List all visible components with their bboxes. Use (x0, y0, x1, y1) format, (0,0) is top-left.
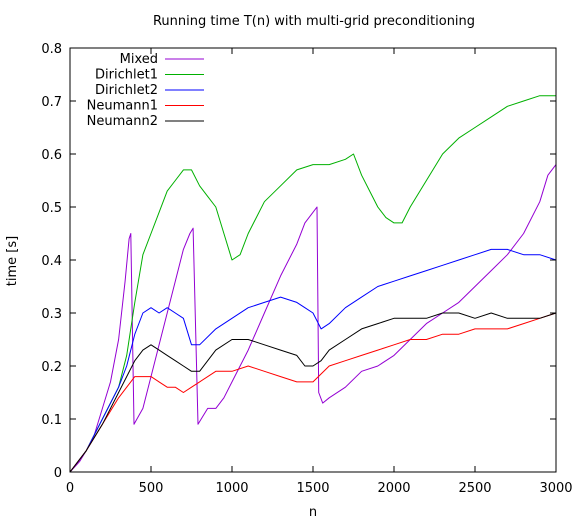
legend-label-dirichlet2: Dirichlet2 (95, 83, 158, 98)
y-tick-label: 0 (54, 466, 62, 481)
x-axis-label: n (309, 505, 317, 520)
x-tick-label: 2000 (377, 481, 410, 496)
series-line-mixed (69, 164, 557, 473)
series-line-neumann2 (69, 312, 557, 473)
y-tick-label: 0.1 (41, 413, 62, 428)
x-tick-label: 1500 (296, 481, 329, 496)
y-tick-label: 0.3 (41, 307, 62, 322)
y-axis-label: time [s] (5, 236, 20, 286)
series-line-neumann1 (69, 312, 557, 473)
legend-label-neumann2: Neumann2 (87, 114, 158, 129)
y-tick-label: 0.4 (41, 254, 62, 269)
legend: MixedDirichlet1Dirichlet2Neumann1Neumann… (87, 52, 204, 129)
series-line-dirichlet2 (69, 248, 557, 473)
x-tick-label: 0 (66, 481, 74, 496)
x-tick-label: 500 (139, 481, 164, 496)
x-tick-label: 2500 (458, 481, 491, 496)
y-tick-label: 0.2 (41, 360, 62, 375)
legend-label-mixed: Mixed (120, 52, 158, 67)
y-tick-label: 0.5 (41, 201, 62, 216)
legend-label-dirichlet1: Dirichlet1 (95, 68, 158, 83)
legend-label-neumann1: Neumann1 (87, 99, 158, 114)
series-line-dirichlet1 (69, 95, 556, 473)
chart-title: Running time T(n) with multi-grid precon… (153, 14, 475, 29)
x-tick-label: 3000 (539, 481, 572, 496)
y-tick-label: 0.7 (41, 95, 62, 110)
x-tick-label: 1000 (215, 481, 248, 496)
series-layer (69, 95, 557, 473)
y-tick-label: 0.8 (41, 42, 62, 57)
y-tick-label: 0.6 (41, 148, 62, 163)
axes-layer: 0 500 1000 1500 2000 2500 3000 0 0.1 0.2 0.3 0.4 0.5… (41, 42, 572, 496)
